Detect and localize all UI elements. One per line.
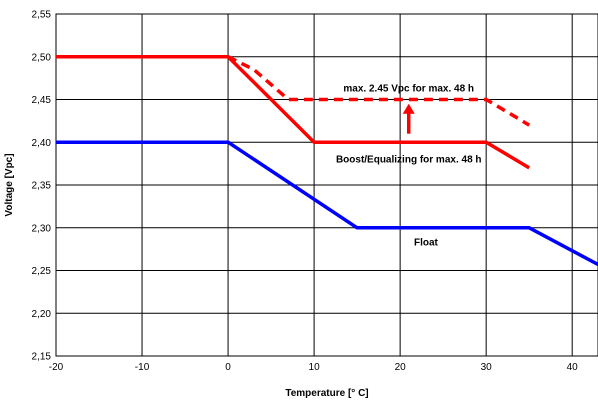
arrow-group — [402, 103, 415, 134]
plot-frame — [55, 13, 598, 357]
y-tick-label: 2,35 — [32, 181, 52, 192]
x-axis-label: Temperature [° C] — [285, 388, 368, 399]
y-tick-label: 2,55 — [32, 10, 52, 21]
y-tick-label: 2,15 — [32, 352, 52, 363]
y-tick-label: 2,25 — [32, 266, 52, 277]
y-tick-label: 2,30 — [32, 223, 52, 234]
y-tick-label: 2,45 — [32, 95, 52, 106]
x-tick-label: 20 — [395, 362, 407, 373]
series-line-2 — [56, 140, 598, 267]
x-tick-label: -20 — [49, 362, 64, 373]
y-tick-label: 2,20 — [32, 309, 52, 320]
y-tick-label: 2,40 — [32, 138, 52, 149]
x-tick-label: 40 — [567, 362, 579, 373]
x-tick-label: 0 — [225, 362, 231, 373]
x-tick-label: -10 — [135, 362, 150, 373]
series-line-0 — [56, 54, 531, 170]
annotations-group: max. 2.45 Vpc for max. 48 h Boost/Equaliz… — [336, 83, 482, 248]
ticks-group: -20 -10 0 10 20 30 40 2,15 2,20 2,25 2,30 2,35 2,40 2… — [32, 10, 579, 374]
y-tick-label: 2,50 — [32, 52, 52, 63]
annotation-label: Float — [414, 237, 439, 248]
series-group — [56, 54, 598, 267]
x-tick-label: 30 — [481, 362, 493, 373]
annotation-label: Boost/Equalizing for max. 48 h — [336, 154, 482, 165]
grid — [55, 13, 598, 357]
arrow-head — [402, 103, 415, 114]
x-tick-label: 10 — [309, 362, 321, 373]
series-line-1 — [227, 55, 531, 127]
y-axis-label: Voltage [Vpc] — [4, 153, 15, 216]
annotation-label: max. 2.45 Vpc for max. 48 h — [343, 83, 474, 94]
